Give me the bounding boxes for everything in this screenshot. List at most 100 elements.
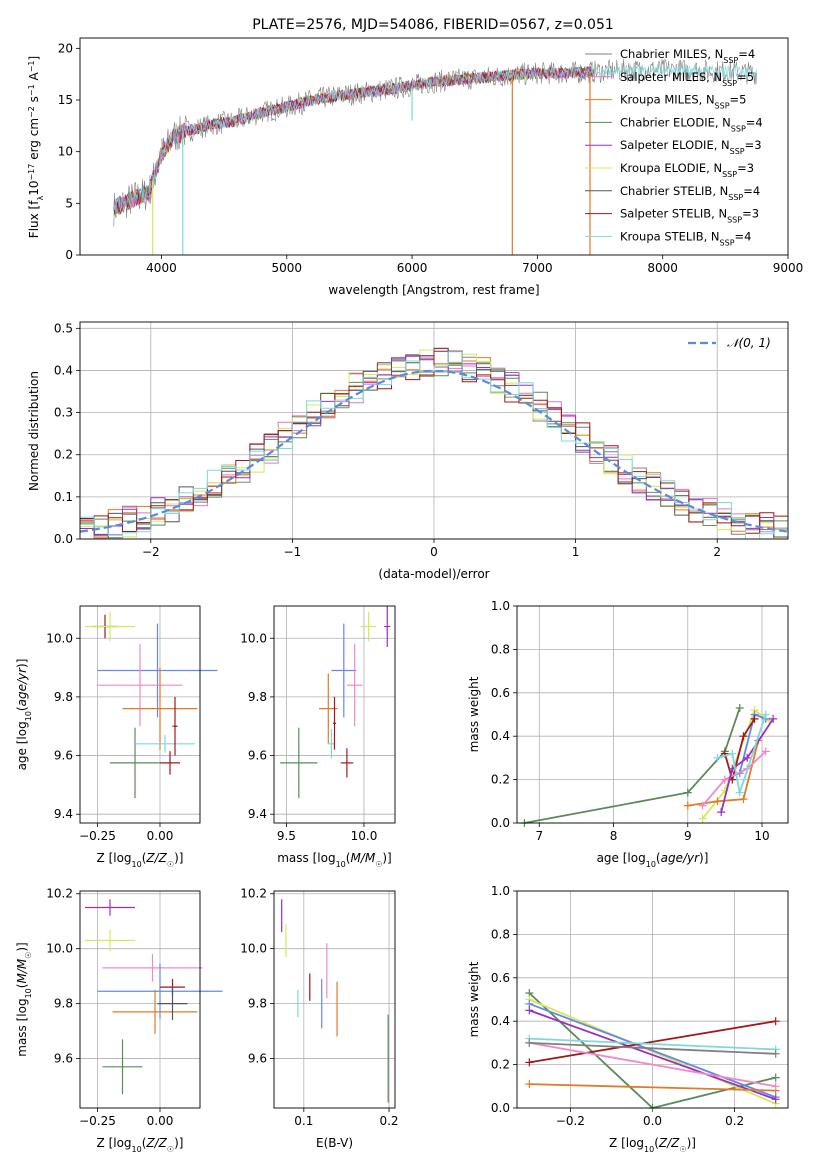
x-tick-label: 10.0 (351, 829, 378, 843)
legend-entry: Kroupa MILES, NSSP=5 (620, 93, 746, 111)
text-part: mass weight (467, 676, 481, 752)
text-part: )] (699, 851, 708, 865)
series-line (528, 1002, 777, 1099)
text-part: ( (15, 706, 29, 711)
text-part: 10 (24, 988, 33, 998)
normal-curve (79, 369, 789, 533)
series-marker (771, 1017, 780, 1026)
axes-frame (79, 37, 789, 256)
y-tick-label: 10.2 (46, 887, 73, 901)
series-marker (698, 801, 707, 810)
y-tick-label: 9.6 (54, 749, 73, 763)
x-tick-label: 0.2 (725, 1114, 744, 1128)
y-tick-label: 9.4 (248, 807, 267, 821)
text-part: ☉ (24, 952, 33, 959)
series-marker (683, 788, 692, 797)
y-tick-label: 0.4 (54, 363, 73, 377)
x-tick-label: 10 (754, 829, 769, 843)
y-tick-label: 9.6 (54, 1052, 73, 1066)
text-part: )] (15, 942, 29, 951)
series-marker (525, 1080, 534, 1089)
text-part: 10 (27, 181, 41, 196)
text-part: ( (656, 851, 661, 865)
series-marker (717, 808, 726, 817)
y-tick-label: 0.5 (54, 321, 73, 335)
y-tick-label: 0.8 (491, 927, 510, 941)
text-part: erg cm (27, 118, 41, 164)
text-part: =4 (746, 115, 763, 129)
series-marker (728, 749, 737, 758)
text-part: Salpeter MILES, N (620, 70, 722, 84)
text-part: SSP (730, 147, 745, 156)
text-part: SSP (722, 170, 737, 179)
y-tick-label: 0.0 (491, 1101, 510, 1115)
mass-vs-Z-axes: −0.25 0.009.69.810.010.2Z [log10(Z/Z☉)]ma… (15, 887, 223, 1154)
axes-frame (273, 605, 396, 824)
y-axis-label: age [log10(age/yr)] (15, 659, 33, 771)
spectrum-line-chabrier-stelib (113, 66, 594, 215)
text-part: )] (174, 851, 183, 865)
series-line (529, 1042, 776, 1088)
x-axis-label: mass [log10(M/M☉)] (277, 851, 392, 869)
text-part: )] (15, 659, 29, 668)
y-axis-label: mass weight (467, 676, 481, 752)
age-vs-Z-axes: −0.25 0.009.49.69.810.0Z [log10(Z/Z☉)]age… (15, 605, 218, 869)
text-part: ] (27, 56, 41, 61)
series-marker (771, 1082, 780, 1091)
series-marker (739, 795, 748, 804)
text-part: age/yr (15, 667, 29, 706)
spectrum-line-salpeter-elodie (113, 66, 594, 215)
series-line (720, 718, 774, 813)
text-part: age [log (597, 851, 646, 865)
histogram-step-salpeter-stelib (80, 350, 788, 534)
legend-entry: Chabrier STELIB, NSSP=4 (620, 184, 760, 202)
text-part: =5 (737, 70, 754, 84)
spectrum-line-kroupa-elodie (113, 66, 594, 217)
axes-frame (79, 321, 789, 540)
text-part: SSP (715, 101, 730, 110)
y-tick-label: 0.6 (491, 686, 510, 700)
y-tick-label: 0.2 (491, 1058, 510, 1072)
series-line (529, 1042, 776, 1055)
x-axis-label: Z [log10(Z/Z☉)] (609, 1136, 696, 1154)
text-part: M/M (15, 958, 29, 983)
series-marker (735, 703, 744, 712)
axes-frame (516, 605, 789, 824)
series-marker (750, 714, 759, 723)
text-part: mass weight (467, 961, 481, 1037)
text-part: Kroupa STELIB, N (620, 229, 720, 243)
y-tick-label: 9.4 (54, 807, 73, 821)
mass-vs-ebv-axes: 0.1 0.2 9.6 9.8 10.0 10.2 E(B-V) (240, 887, 398, 1150)
series-marker (683, 801, 692, 810)
text-part: Kroupa MILES, N (620, 93, 715, 107)
y-tick-label: 0.4 (491, 729, 510, 743)
x-axis-label: Z [log10(Z/Z☉)] (97, 1136, 184, 1154)
y-tick-label: 20 (58, 41, 73, 55)
y-axis-label: mass [log10(M/M☉)] (15, 942, 33, 1057)
series-line (529, 1037, 776, 1051)
text-part: )] (382, 851, 391, 865)
age-vs-mass-axes: 9.5 10.0 9.4 9.6 9.8 10.0 mass [log10(M/M☉)] (240, 605, 396, 869)
y-tick-label: 0.0 (491, 816, 510, 830)
x-tick-label: 8000 (647, 261, 678, 275)
text-part: Chabrier MILES, N (620, 47, 723, 61)
y-axis-label: Flux [fλ10−17 erg cm−2 s−1 A−1] (27, 56, 45, 238)
text-part: −1 (27, 84, 36, 96)
x-axis-label: Z [log10(Z/Z☉)] (97, 851, 184, 869)
text-part: 10 (24, 711, 33, 721)
y-tick-label: 1.0 (491, 599, 510, 613)
y-axis-label: Normed distribution (27, 371, 41, 491)
x-tick-label: 7 (535, 829, 543, 843)
series-marker (761, 710, 770, 719)
text-part: SSP (731, 124, 746, 133)
y-tick-label: 9.8 (248, 997, 267, 1011)
text-part: ( (142, 1136, 147, 1150)
text-part: Chabrier STELIB, N (620, 184, 728, 198)
x-tick-label: 6000 (397, 261, 428, 275)
text-part: E(B-V) (316, 1136, 353, 1150)
y-tick-label: 10.0 (240, 942, 267, 956)
y-tick-label: 0.4 (491, 1014, 510, 1028)
x-tick-label: 0.2 (379, 1114, 398, 1128)
x-tick-label: −2 (142, 545, 160, 559)
axes-frame (79, 890, 201, 1109)
